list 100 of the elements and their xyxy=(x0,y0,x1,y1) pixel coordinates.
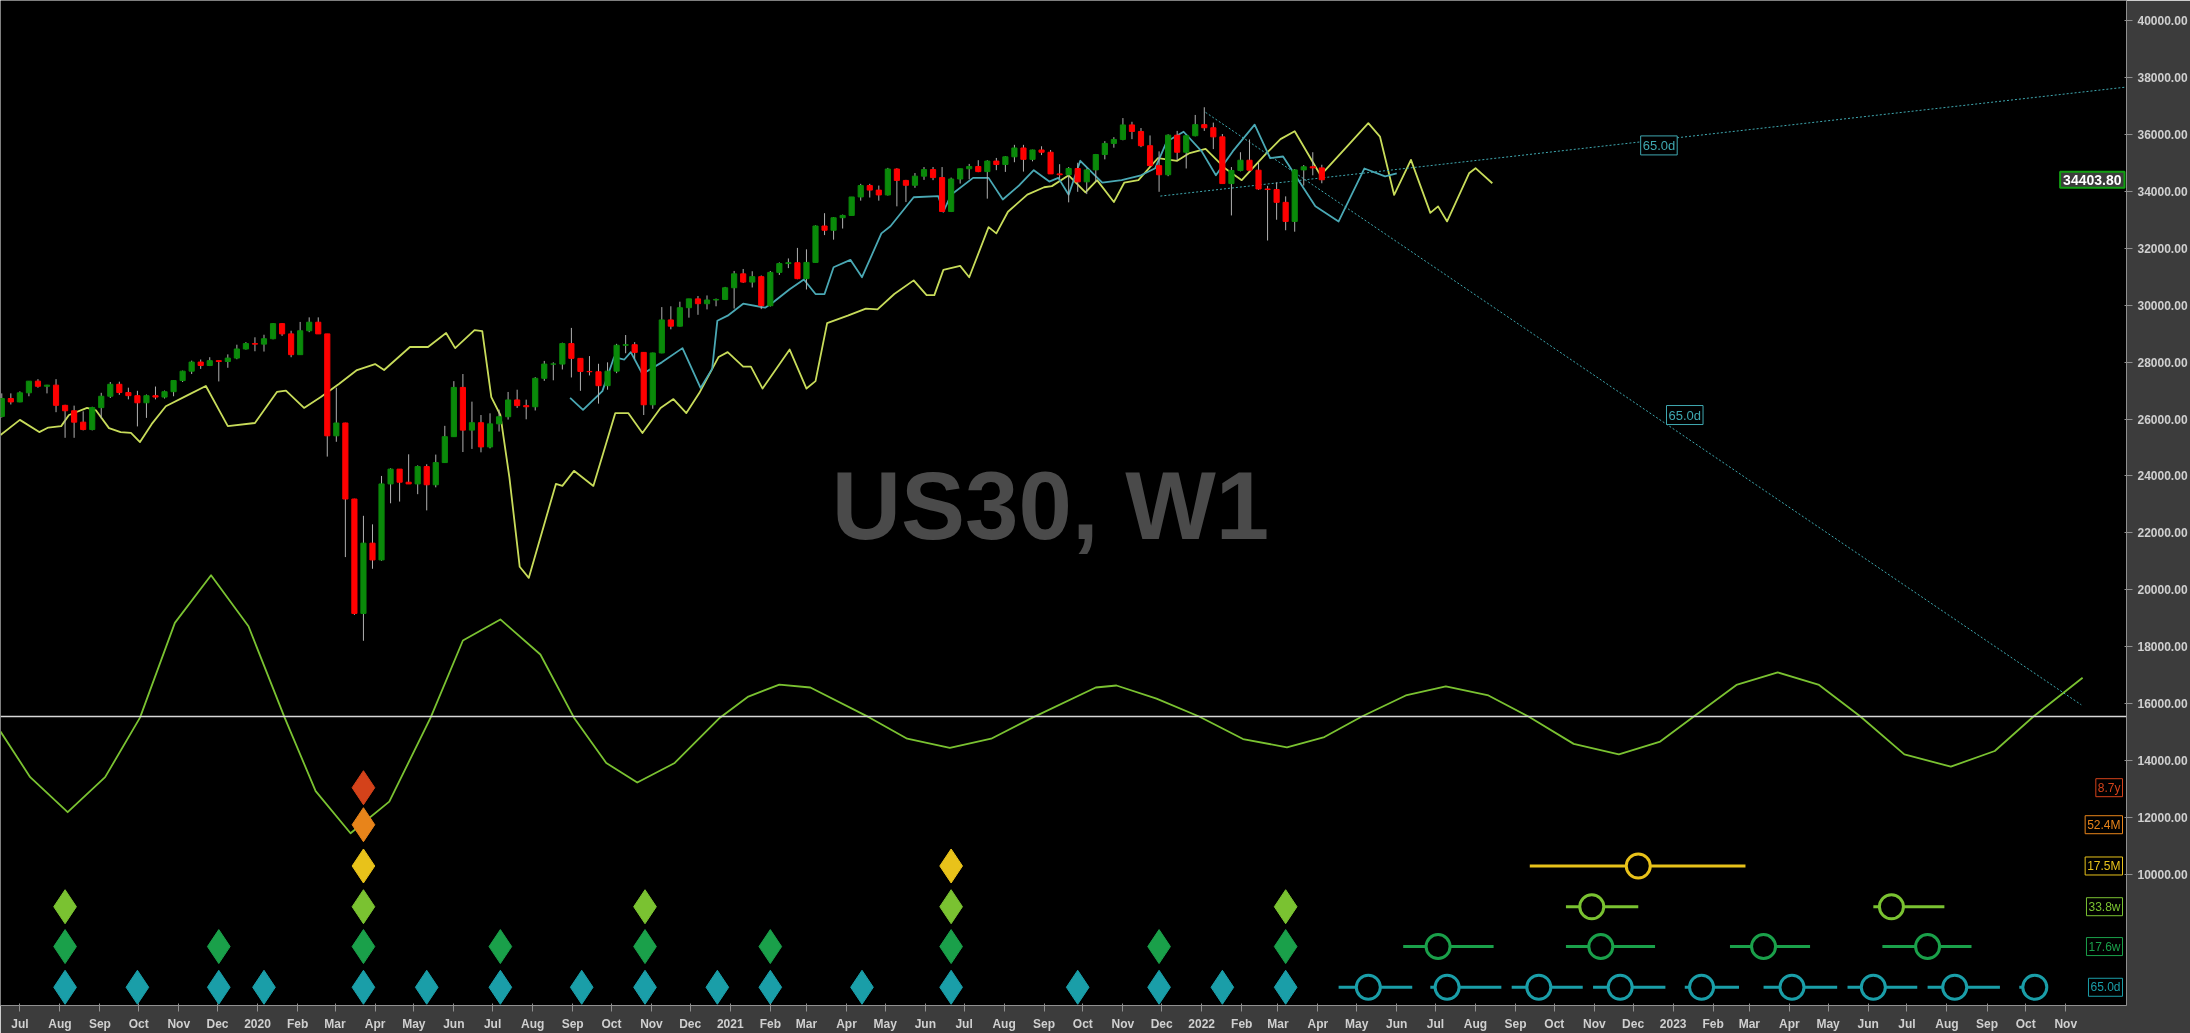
x-tick-label: Dec xyxy=(1150,1016,1173,1031)
candlestick xyxy=(794,247,801,280)
candlestick xyxy=(1020,144,1027,173)
point xyxy=(1424,933,1452,961)
point xyxy=(1354,973,1382,1001)
candlestick xyxy=(731,270,738,310)
y-tick-label: 10000.00 xyxy=(2137,868,2188,883)
x-tick-label: Aug xyxy=(1935,1016,1959,1031)
annotation: 65.0d xyxy=(1668,407,1702,423)
x-tick-label: Jul xyxy=(483,1016,502,1031)
candlestick xyxy=(1047,149,1054,175)
text: 52.4M xyxy=(2087,817,2121,832)
candlestick xyxy=(685,298,693,319)
candlestick xyxy=(288,330,295,358)
candlestick xyxy=(134,390,141,427)
y-tick-label: 26000.00 xyxy=(2137,412,2188,427)
candlestick xyxy=(803,248,810,290)
candlestick xyxy=(595,363,602,405)
x-tick-label: Sep xyxy=(1504,1016,1527,1031)
y-tick-label: 28000.00 xyxy=(2137,355,2188,370)
point xyxy=(1750,933,1778,961)
x-tick-label: Feb xyxy=(286,1016,309,1031)
x-tick-label: Oct xyxy=(1072,1016,1093,1031)
candlestick xyxy=(1074,162,1081,193)
candlestick xyxy=(1101,140,1108,160)
text: 17.5M xyxy=(2087,859,2121,873)
candlestick xyxy=(559,342,566,370)
line-series xyxy=(0,122,1494,579)
point xyxy=(1688,973,1716,1001)
candlestick xyxy=(405,453,412,485)
x-tick-label: Nov xyxy=(1583,1016,1607,1031)
x-tick-label: Mar xyxy=(324,1016,347,1031)
candlestick xyxy=(297,321,304,356)
candlestick xyxy=(1309,151,1316,176)
x-tick-label: 2022 xyxy=(1188,1016,1216,1031)
x-tick-label: Nov xyxy=(640,1016,664,1031)
candlestick xyxy=(1264,185,1271,241)
x-tick-label: Feb xyxy=(759,1016,781,1031)
candlestick xyxy=(414,464,421,495)
annotation: 34403.80 xyxy=(2063,171,2122,188)
point xyxy=(1578,893,1606,921)
candlestick xyxy=(586,355,593,376)
y-tick-label: 16000.00 xyxy=(2137,697,2188,712)
candlestick xyxy=(387,467,394,504)
candlestick xyxy=(893,167,900,207)
y-tick-label: 32000.00 xyxy=(2137,241,2188,256)
candlestick xyxy=(1246,138,1253,172)
x-tick-label: Sep xyxy=(88,1016,111,1031)
x-tick-label: Mar xyxy=(1738,1016,1761,1031)
point xyxy=(1433,973,1461,1001)
x-tick-label: Feb xyxy=(1231,1016,1253,1031)
candlestick xyxy=(62,404,69,439)
point xyxy=(1877,893,1905,921)
candlestick xyxy=(1110,136,1117,149)
candlestick xyxy=(1083,167,1090,195)
y-tick-label: 14000.00 xyxy=(2137,754,2188,769)
candlestick xyxy=(568,327,575,378)
point xyxy=(1587,933,1615,961)
candlestick xyxy=(1128,121,1136,140)
candlestick xyxy=(1228,166,1235,216)
candlestick xyxy=(333,387,340,443)
x-tick-label: Jun xyxy=(1857,1016,1879,1031)
x-tick-label: Sep xyxy=(1033,1016,1056,1031)
candlestick xyxy=(432,454,439,488)
x-tick-label: Jul xyxy=(11,1016,29,1031)
x-tick-label: Oct xyxy=(2015,1016,2036,1031)
candlestick xyxy=(703,294,711,310)
candlestick xyxy=(541,360,548,382)
text: 65.0d xyxy=(2090,980,2121,995)
x-tick-label: Apr xyxy=(1307,1016,1329,1031)
candlestick xyxy=(43,384,51,394)
candlestick xyxy=(830,216,837,241)
candlestick xyxy=(1174,130,1181,161)
x-tick-label: Jul xyxy=(1426,1016,1445,1031)
candlestick xyxy=(694,295,702,316)
y-tick-label: 12000.00 xyxy=(2137,811,2188,826)
candlestick xyxy=(1065,166,1072,203)
x-tick-label: Oct xyxy=(601,1016,622,1031)
candlestick xyxy=(1156,150,1163,193)
text: US30, W1 xyxy=(831,452,1270,559)
candlestick xyxy=(0,392,5,419)
y-tick-label: 38000.00 xyxy=(2137,70,2188,85)
x-tick-label: May xyxy=(402,1016,426,1031)
line-series xyxy=(0,574,2084,835)
candlestick xyxy=(1183,134,1190,169)
candlestick xyxy=(1210,122,1217,150)
annotation: 65.0d xyxy=(1642,137,1676,153)
point xyxy=(1525,973,1553,1001)
y-tick-label: 34000.00 xyxy=(2137,184,2188,199)
x-tick-label: Apr xyxy=(1779,1016,1801,1031)
y-tick-label: 24000.00 xyxy=(2137,469,2188,484)
candlestick xyxy=(1282,195,1289,231)
x-tick-label: Apr xyxy=(364,1016,386,1031)
candlestick xyxy=(667,305,674,330)
x-tick-label: Nov xyxy=(1111,1016,1135,1031)
candlestick xyxy=(369,523,376,570)
candlestick xyxy=(1201,106,1208,132)
candlestick xyxy=(1137,127,1145,148)
x-tick-label: 2020 xyxy=(244,1016,272,1031)
y-tick-label: 20000.00 xyxy=(2137,583,2188,598)
